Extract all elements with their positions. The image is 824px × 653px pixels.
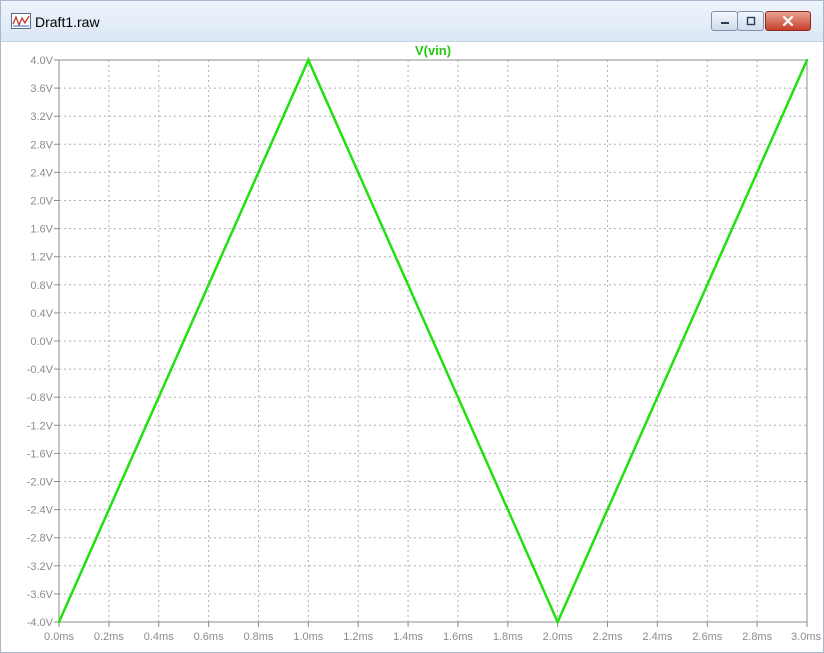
- trace-label-vin[interactable]: V(vin): [415, 43, 451, 58]
- title-bar[interactable]: Draft1.raw: [1, 1, 823, 42]
- waveform-chart[interactable]: 4.0V 3.6V 3.2V 2.8V 2.4V 2.0V 1.6V 1.2V 0.8V 0.4V…: [1, 42, 823, 652]
- y-tick-label: -0.4V: [27, 364, 54, 376]
- y-tick-label: 0.4V: [30, 308, 53, 320]
- x-tick-label: 1.4ms: [393, 631, 423, 643]
- maximize-button[interactable]: [737, 11, 764, 31]
- y-tick-label: 0.0V: [30, 336, 53, 348]
- y-tick-label: -3.2V: [27, 561, 54, 573]
- y-tick-label: -1.6V: [27, 448, 54, 460]
- minimize-button[interactable]: [711, 11, 738, 31]
- y-tick-label: -2.4V: [27, 505, 54, 517]
- y-tick-label: 3.2V: [30, 111, 53, 123]
- y-tick-label: -2.0V: [27, 477, 54, 489]
- x-tick-label: 0.0ms: [44, 631, 74, 643]
- y-tick-label: 4.0V: [30, 55, 53, 67]
- window-title: Draft1.raw: [35, 14, 100, 30]
- maximize-icon: [746, 16, 756, 26]
- y-axis: 4.0V 3.6V 3.2V 2.8V 2.4V 2.0V 1.6V 1.2V 0.8V 0.4V…: [27, 55, 59, 629]
- y-tick-label: -0.8V: [27, 392, 54, 404]
- x-tick-label: 1.6ms: [443, 631, 473, 643]
- plot-pane[interactable]: 4.0V 3.6V 3.2V 2.8V 2.4V 2.0V 1.6V 1.2V 0.8V 0.4V…: [1, 42, 823, 652]
- x-tick-label: 2.4ms: [642, 631, 672, 643]
- x-tick-label: 2.6ms: [692, 631, 722, 643]
- y-tick-label: -3.6V: [27, 589, 54, 601]
- x-tick-label: 0.2ms: [94, 631, 124, 643]
- y-tick-label: 3.6V: [30, 83, 53, 95]
- y-tick-label: 1.2V: [30, 252, 53, 264]
- x-tick-label: 2.8ms: [742, 631, 772, 643]
- y-tick-label: 2.8V: [30, 139, 53, 151]
- x-tick-label: 3.0ms: [791, 631, 821, 643]
- x-tick-label: 1.8ms: [493, 631, 523, 643]
- y-tick-label: 1.6V: [30, 224, 53, 236]
- x-tick-label: 2.0ms: [543, 631, 573, 643]
- waveform-viewer-icon: [11, 13, 31, 29]
- y-tick-label: 2.0V: [30, 196, 53, 208]
- trace-group: [57, 56, 809, 626]
- y-tick-label: -2.8V: [27, 533, 54, 545]
- y-tick-label: 2.4V: [30, 167, 53, 179]
- x-axis: 0.0ms 0.2ms 0.4ms 0.6ms 0.8ms 1.0ms 1.2ms 1.4ms…: [44, 622, 821, 643]
- x-tick-label: 0.6ms: [194, 631, 224, 643]
- close-button[interactable]: [765, 11, 811, 31]
- x-tick-label: 1.0ms: [293, 631, 323, 643]
- trace-vin-line[interactable]: [57, 56, 809, 626]
- grid-lines: [59, 60, 807, 622]
- close-icon: [782, 15, 794, 27]
- y-tick-label: 0.8V: [30, 280, 53, 292]
- x-tick-label: 0.4ms: [144, 631, 174, 643]
- y-tick-label: -4.0V: [27, 617, 54, 629]
- x-tick-label: 0.8ms: [243, 631, 273, 643]
- x-tick-label: 1.2ms: [343, 631, 373, 643]
- y-tick-label: -1.2V: [27, 420, 54, 432]
- minimize-icon: [720, 16, 730, 26]
- x-tick-label: 2.2ms: [593, 631, 623, 643]
